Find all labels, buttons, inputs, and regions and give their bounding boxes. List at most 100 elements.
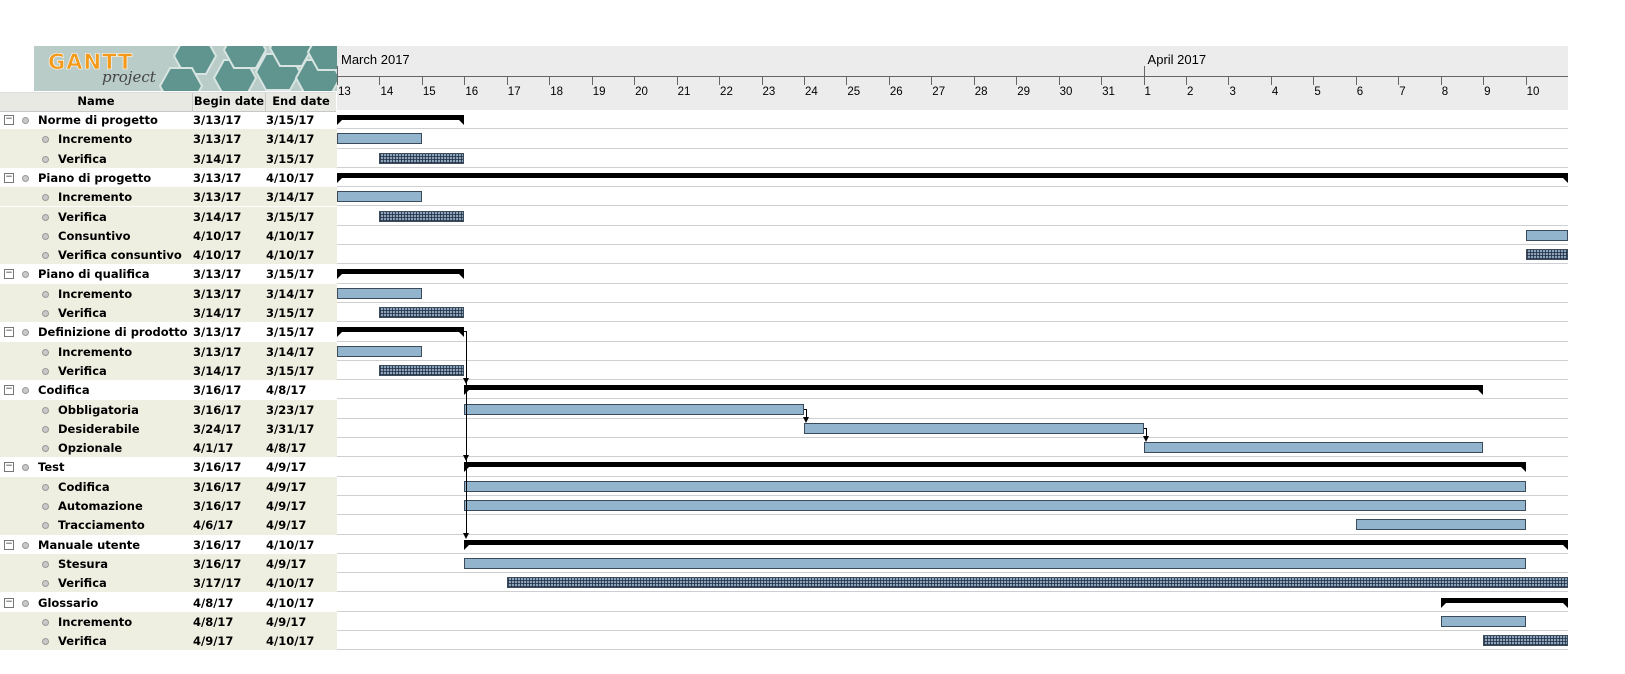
day-label: 23	[762, 86, 776, 98]
day-label: 13	[338, 86, 351, 98]
collapse-toggle-icon[interactable]: −	[4, 326, 14, 338]
task-bullet-icon	[22, 174, 29, 182]
task-row[interactable]: Tracciamento 4/6/17 4/9/17	[0, 515, 1568, 535]
task-group-row[interactable]: − Piano di qualifica 3/13/17 3/15/17	[0, 264, 1568, 284]
task-row[interactable]: Verifica 3/14/17 3/15/17	[0, 360, 1568, 381]
task-row[interactable]: Incremento 3/13/17 3/14/17	[0, 341, 1568, 361]
collapse-toggle-icon[interactable]: −	[4, 538, 14, 550]
collapse-toggle-icon[interactable]: −	[4, 384, 14, 396]
collapse-toggle-icon[interactable]: −	[4, 596, 14, 608]
collapse-toggle-icon[interactable]: −	[4, 268, 14, 280]
logo-text: GANTT	[48, 50, 134, 75]
task-bullet-icon	[42, 194, 49, 202]
collapse-toggle-icon[interactable]: −	[4, 171, 14, 183]
day-tick	[1228, 77, 1230, 85]
task-row[interactable]: Verifica 3/17/17 4/10/17	[0, 573, 1568, 593]
task-row[interactable]: Consuntivo 4/10/17 4/10/17	[0, 225, 1568, 246]
day-label: 9	[1484, 86, 1491, 98]
row-background	[0, 129, 337, 149]
task-row[interactable]: Verifica 3/14/17 3/15/17	[0, 303, 1568, 323]
row-background	[0, 496, 337, 516]
row-gridline	[337, 166, 1568, 168]
task-begin-date: 3/16/17	[193, 556, 242, 571]
day-label: 27	[932, 86, 946, 98]
task-row[interactable]: Incremento 3/13/17 3/14/17	[0, 187, 1568, 207]
task-end-date: 3/23/17	[266, 402, 315, 417]
task-group-row[interactable]: − Glossario 4/8/17 4/10/17	[0, 593, 1568, 612]
column-divider[interactable]	[192, 93, 193, 111]
column-header-end-date[interactable]: End date	[272, 94, 330, 108]
task-row[interactable]: Stesura 3/16/17 4/9/17	[0, 553, 1568, 574]
day-tick	[506, 77, 508, 85]
task-row[interactable]: Obbligatoria 3/16/17 3/23/17	[0, 399, 1568, 419]
task-begin-date: 4/8/17	[193, 595, 234, 610]
task-name: Tracciamento	[58, 518, 145, 533]
task-begin-date: 4/10/17	[193, 248, 242, 263]
task-end-date: 4/10/17	[266, 170, 315, 185]
day-tick	[1143, 77, 1145, 85]
row-gridline	[337, 224, 1568, 226]
task-group-row[interactable]: − Test 3/16/17 4/9/17	[0, 457, 1568, 477]
day-label: 7	[1399, 86, 1406, 98]
day-label: 18	[550, 86, 564, 98]
row-gridline	[337, 263, 1568, 265]
row-gridline	[337, 398, 1568, 400]
task-row[interactable]: Opzionale 4/1/17 4/8/17	[0, 438, 1568, 458]
task-begin-date: 3/13/17	[193, 190, 242, 205]
task-row[interactable]: Verifica consuntivo 4/10/17 4/10/17	[0, 245, 1568, 265]
day-label: 21	[677, 86, 691, 98]
task-end-date: 3/14/17	[266, 190, 315, 205]
task-row[interactable]: Desiderabile 3/24/17 3/31/17	[0, 418, 1568, 439]
task-group-row[interactable]: − Piano di progetto 3/13/17 4/10/17	[0, 168, 1568, 188]
task-row[interactable]: Verifica 3/14/17 3/15/17	[0, 206, 1568, 226]
task-begin-date: 3/13/17	[193, 286, 242, 301]
task-begin-date: 3/14/17	[193, 306, 242, 320]
task-group-row[interactable]: − Codifica 3/16/17 4/8/17	[0, 380, 1568, 400]
day-tick	[931, 77, 933, 85]
day-tick	[719, 77, 721, 85]
task-bullet-icon	[42, 618, 49, 626]
ganttproject-logo: GANTT project	[34, 46, 337, 91]
column-header-begin-date[interactable]: Begin date	[193, 94, 265, 108]
day-tick	[676, 77, 678, 85]
task-group-row[interactable]: − Manuale utente 3/16/17 4/10/17	[0, 535, 1568, 554]
task-row[interactable]: Verifica 4/9/17 4/10/17	[0, 631, 1568, 651]
row-background	[0, 573, 337, 593]
column-divider[interactable]	[265, 93, 266, 111]
row-background	[0, 245, 337, 265]
task-row[interactable]: Verifica 3/14/17 3/15/17	[0, 148, 1568, 168]
task-row[interactable]: Incremento 3/13/17 3/14/17	[0, 129, 1568, 149]
day-tick	[1313, 77, 1315, 85]
task-bullet-icon	[42, 290, 49, 298]
task-row[interactable]: Automazione 3/16/17 4/9/17	[0, 496, 1568, 516]
column-header-name[interactable]: Name	[77, 94, 115, 108]
day-label: 28	[974, 86, 988, 98]
task-name: Desiderabile	[58, 421, 140, 436]
row-background	[0, 631, 337, 651]
day-tick	[761, 77, 763, 85]
task-name: Incremento	[58, 614, 133, 629]
task-group-row[interactable]: − Norme di progetto 3/13/17 3/15/17	[0, 110, 1568, 130]
task-row[interactable]: Incremento 3/13/17 3/14/17	[0, 283, 1568, 303]
row-gridline	[337, 128, 1568, 130]
task-end-date: 4/9/17	[266, 499, 307, 513]
task-row[interactable]: Codifica 3/16/17 4/9/17	[0, 476, 1568, 496]
task-name: Incremento	[58, 132, 133, 147]
task-group-row[interactable]: − Definizione di prodotto 3/13/17 3/15/17	[0, 322, 1568, 342]
day-tick	[846, 77, 848, 85]
day-label: 26	[889, 86, 903, 98]
collapse-toggle-icon[interactable]: −	[4, 461, 14, 473]
task-name: Definizione di prodotto	[38, 325, 188, 340]
row-gridline	[337, 475, 1568, 477]
day-tick	[421, 77, 423, 85]
collapse-toggle-icon[interactable]: −	[4, 114, 14, 125]
task-row[interactable]: Incremento 4/8/17 4/9/17	[0, 611, 1568, 632]
task-name: Consuntivo	[58, 228, 131, 243]
task-name: Codifica	[58, 479, 110, 494]
day-label: 30	[1059, 86, 1073, 98]
task-end-date: 3/15/17	[266, 363, 315, 378]
task-bullet-icon	[42, 136, 49, 144]
task-begin-date: 3/24/17	[193, 421, 242, 436]
row-background	[0, 418, 337, 439]
day-label: 20	[635, 86, 648, 98]
